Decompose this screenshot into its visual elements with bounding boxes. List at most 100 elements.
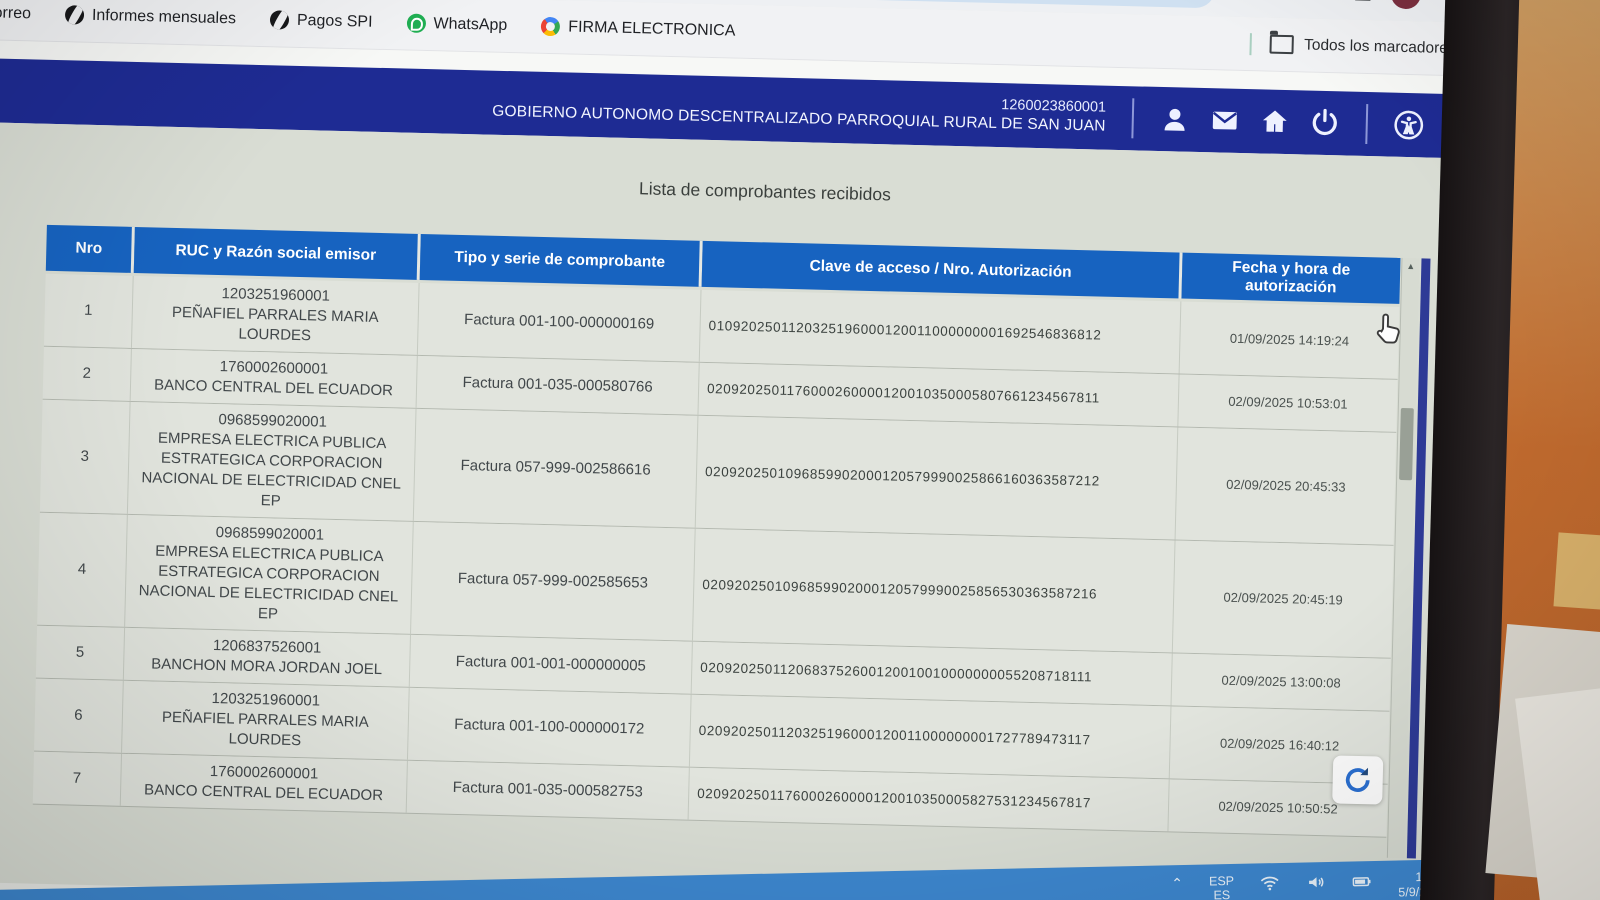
- windows-taskbar: ⌃ ESP ES 14:40 5/9/2025: [0, 857, 1476, 900]
- column-header-tipo: Tipo y serie de comprobante: [419, 233, 703, 287]
- table-body: 1 1203251960001 PEÑAFIEL PARRALES MARIA …: [32, 273, 1400, 838]
- bookmark-item[interactable]: WhatsApp: [406, 13, 508, 35]
- bookmark-item[interactable]: FIRMA ELECTRONICA: [541, 16, 736, 41]
- cell-emisor: 1206837526001 BANCHON MORA JORDAN JOEL: [123, 627, 412, 687]
- home-icon[interactable]: [1259, 106, 1290, 137]
- comprobantes-table: Nro RUC y Razón social emisor Tipo y ser…: [32, 224, 1431, 859]
- cell-nro: 7: [32, 751, 123, 806]
- emisor-name: PEÑAFIEL PARRALES MARIA LOURDES: [171, 303, 379, 345]
- avatar-letter: J: [1402, 0, 1411, 3]
- cell-emisor: 1760002600001 BANCO CENTRAL DEL ECUADOR: [130, 348, 418, 408]
- cell-fecha: 02/09/2025 20:45:19: [1223, 589, 1343, 608]
- cell-emisor: 0968599020001 EMPRESA ELECTRICA PUBLICA …: [125, 514, 414, 634]
- all-bookmarks-button[interactable]: Todos los marcadores: [1249, 32, 1456, 60]
- profile-avatar[interactable]: J: [1390, 0, 1422, 10]
- cell-emisor: 1203251960001 PEÑAFIEL PARRALES MARIA LO…: [131, 275, 420, 355]
- cell-emisor: 0968599020001 EMPRESA ELECTRICA PUBLICA …: [127, 401, 417, 521]
- emisor-ruc: 0968599020001: [215, 524, 325, 544]
- mail-icon[interactable]: [1209, 105, 1240, 136]
- cell-emisor: 1203251960001 PEÑAFIEL PARRALES MARIA LO…: [122, 680, 410, 760]
- browser-window: gobier/tupo... J ⋮ Correo: [0, 0, 1476, 900]
- cell-tipo: Factura 001-100-000000169: [417, 282, 702, 362]
- bookmark-favicon-icon: [406, 13, 426, 34]
- bookmark-item[interactable]: Pagos SPI: [269, 10, 373, 32]
- emisor-name: EMPRESA ELECTRICA PUBLICA ESTRATEGICA CO…: [141, 429, 402, 510]
- scroll-up-icon[interactable]: ▲: [1406, 261, 1416, 272]
- power-icon[interactable]: [1309, 108, 1340, 139]
- cell-nro: 4: [37, 512, 128, 627]
- refresh-widget[interactable]: [1332, 755, 1384, 805]
- cell-clave: 0209202501096859902000120579990025866160…: [695, 415, 1179, 540]
- emisor-ruc: 1203251960001: [221, 285, 331, 305]
- emisor-ruc: 1206837526001: [212, 637, 322, 657]
- bookmarks-divider: [1249, 32, 1253, 55]
- wifi-icon[interactable]: [1260, 873, 1280, 893]
- cell-fecha: 01/09/2025 14:19:24: [1229, 330, 1350, 349]
- scrollbar-thumb[interactable]: [1399, 407, 1414, 481]
- cell-clave: 0209202501120325196000120011000000001727…: [689, 694, 1172, 779]
- mouse-cursor-icon: [1376, 313, 1400, 344]
- bookmark-item[interactable]: Correo: [0, 4, 31, 23]
- speaker-icon[interactable]: [1306, 872, 1326, 892]
- cell-clave: 0109202501120325196000120011000000001692…: [699, 289, 1182, 374]
- sticky-note: [1553, 532, 1600, 610]
- column-header-fecha: Fecha y hora de autorización: [1181, 252, 1401, 304]
- refresh-icon: [1345, 767, 1370, 792]
- entity-block: 1260023860001 GOBIERNO AUTONOMO DESCENTR…: [492, 84, 1106, 136]
- bookmark-label: FIRMA ELECTRONICA: [568, 18, 736, 40]
- emisor-ruc: 1760002600001: [219, 358, 329, 378]
- cell-nro: 5: [35, 625, 126, 680]
- language-line1: ESP: [1208, 873, 1235, 889]
- cell-tipo: Factura 001-100-000000172: [407, 687, 692, 767]
- bookmark-favicon-icon: [541, 16, 561, 37]
- user-icon[interactable]: [1159, 104, 1190, 135]
- cell-fecha: 02/09/2025 20:45:33: [1226, 476, 1346, 495]
- column-header-clave: Clave de acceso / Nro. Autorización: [701, 240, 1183, 299]
- cell-clave: 0209202501096859902000120579990025856530…: [692, 528, 1176, 653]
- cell-fecha: 02/09/2025 10:53:01: [1228, 393, 1348, 412]
- bookmark-favicon-icon: [269, 10, 290, 30]
- emisor-name: BANCO CENTRAL DEL ECUADOR: [143, 781, 384, 805]
- cell-nro: 3: [39, 399, 131, 514]
- cell-tipo: Factura 001-001-000000005: [409, 634, 693, 694]
- emisor-name: BANCHON MORA JORDAN JOEL: [151, 655, 383, 679]
- emisor-name: BANCO CENTRAL DEL ECUADOR: [153, 376, 394, 400]
- bookmark-favicon-icon: [64, 5, 85, 25]
- all-bookmarks-label: Todos los marcadores: [1303, 35, 1456, 57]
- bookmark-label: Correo: [0, 3, 32, 22]
- navbar-divider: [1131, 98, 1135, 139]
- page-content: Lista de comprobantes recibidos Nro RUC …: [0, 121, 1471, 900]
- app-navbar: 1260023860001 GOBIERNO AUTONOMO DESCENTR…: [0, 57, 1473, 159]
- battery-icon[interactable]: [1352, 871, 1372, 891]
- language-line2: ES: [1213, 888, 1231, 900]
- cell-clave: 0209202501176000260000120010350005827531…: [688, 767, 1170, 832]
- column-header-emisor: RUC y Razón social emisor: [133, 226, 421, 280]
- cell-fecha: 02/09/2025 13:00:08: [1221, 672, 1341, 691]
- bookmark-label: Informes mensuales: [91, 6, 237, 27]
- cell-nro: 1: [43, 273, 134, 348]
- cell-tipo: Factura 057-999-002585653: [411, 521, 696, 641]
- cell-tipo: Factura 001-035-000582753: [406, 760, 690, 820]
- toolbar-actions: J ⋮: [1353, 0, 1457, 14]
- downloads-icon[interactable]: [1353, 0, 1373, 3]
- cell-tipo: Factura 057-999-002586616: [413, 408, 699, 528]
- taskbar-chevron-icon[interactable]: ⌃: [1171, 875, 1184, 892]
- emisor-name: EMPRESA ELECTRICA PUBLICA ESTRATEGICA CO…: [138, 542, 399, 623]
- navbar-divider: [1365, 104, 1369, 145]
- cell-tipo: Factura 001-035-000580766: [416, 355, 700, 415]
- column-header-nro: Nro: [45, 224, 135, 273]
- emisor-ruc: 1203251960001: [211, 689, 321, 710]
- cell-emisor: 1760002600001 BANCO CENTRAL DEL ECUADOR: [120, 753, 408, 813]
- language-indicator[interactable]: ESP ES: [1209, 874, 1235, 900]
- accessibility-icon[interactable]: [1393, 110, 1424, 141]
- bookmark-label: Pagos SPI: [296, 11, 373, 31]
- folder-icon: [1269, 34, 1295, 55]
- cell-nro: 6: [34, 678, 124, 753]
- bookmark-label: WhatsApp: [433, 14, 508, 34]
- cell-nro: 2: [42, 346, 132, 401]
- bookmark-item[interactable]: Informes mensuales: [64, 5, 237, 28]
- emisor-ruc: 1760002600001: [209, 762, 319, 783]
- emisor-name: PEÑAFIEL PARRALES MARIA LOURDES: [161, 708, 369, 750]
- page-title: Lista de comprobantes recibidos: [638, 178, 892, 205]
